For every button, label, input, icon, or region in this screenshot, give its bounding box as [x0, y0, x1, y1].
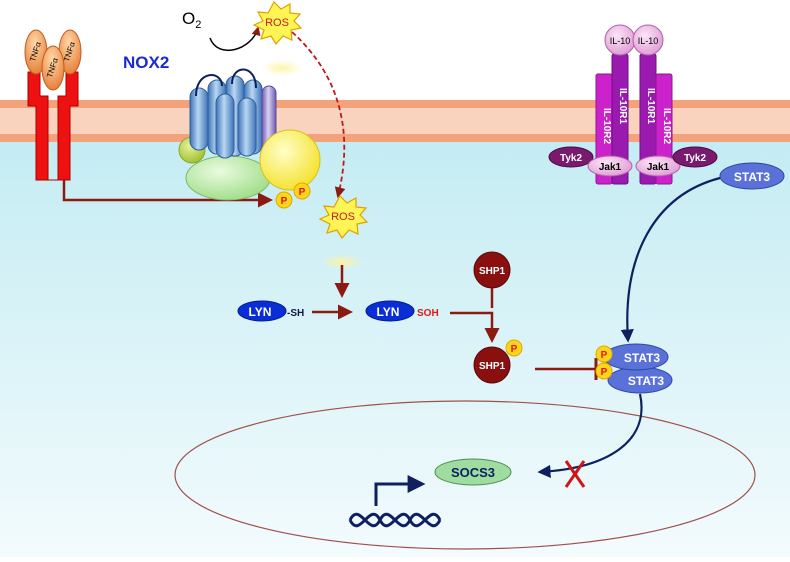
- nox2-subunit-yellow: [259, 129, 321, 191]
- stat3-free: STAT3: [719, 162, 785, 190]
- nox2-subunit-green: [185, 155, 271, 201]
- lyn-label: LYN: [249, 305, 272, 319]
- socs3: SOCS3: [434, 458, 512, 486]
- o2-main: O: [182, 9, 195, 28]
- tnf-receptor-icon: TNFα TNFα TNFα: [24, 29, 82, 181]
- nox2-loop: [231, 68, 257, 89]
- stat3-upper-label: STAT3: [624, 351, 661, 365]
- phospho-badge-nox2-2: P: [293, 182, 311, 200]
- phospho-badge: [505, 339, 523, 357]
- phospho-badge: [595, 362, 613, 380]
- arrow-tnf-to-nox2: [62, 180, 273, 208]
- phospho-label: P: [601, 367, 608, 378]
- phospho-label: P: [281, 196, 288, 207]
- il10-ligand-left: IL-10: [604, 24, 636, 56]
- il10r1-label-right: IL-10R1: [645, 88, 656, 125]
- dashed-arrow-ros-translocation: [291, 31, 346, 199]
- tyk2-left: Tyk2: [548, 146, 594, 168]
- stat3-free-label: STAT3: [734, 170, 771, 184]
- shp1-label: SHP1: [479, 361, 506, 372]
- tyk2-label: Tyk2: [684, 153, 706, 164]
- arrow-stat3-recruitment: [620, 176, 721, 343]
- phospho-label: P: [601, 350, 608, 361]
- tnf-ligand-1: TNFα: [24, 29, 48, 75]
- jak1-right: Jak1: [635, 155, 681, 177]
- il10-ligand-right: IL-10: [632, 24, 664, 56]
- phospho-label: P: [511, 344, 518, 355]
- lyn-label: LYN: [377, 305, 400, 319]
- blocked-x-icon: [564, 460, 586, 488]
- stat3-dimer: STAT3 STAT3 P P: [595, 343, 673, 394]
- phospho-badge-nox2-1: P: [275, 191, 293, 209]
- shp1-phosphorylated: SHP1 P: [473, 339, 523, 384]
- jak1-label: Jak1: [647, 162, 670, 173]
- nox2-label: NOX2: [123, 53, 169, 72]
- arrow-stat3-to-socs3: [537, 393, 643, 478]
- il10r2-label-left: IL-10R2: [601, 108, 612, 145]
- nucleus-icon: [174, 400, 756, 550]
- phospho-label: P: [299, 187, 306, 198]
- il10-receptor-icon: IL-10R2 IL-10R1 IL-10R1 IL-10R2: [595, 53, 673, 185]
- stat3-lower-label: STAT3: [628, 374, 665, 388]
- tnf-ligand-2: TNFα: [58, 29, 82, 75]
- il10-label: IL-10: [610, 36, 631, 46]
- tnf-ligand-3: TNFα: [41, 45, 65, 91]
- lyn-sh-label: -SH: [287, 308, 304, 319]
- o2-subscript: 2: [195, 19, 201, 31]
- jak1-label: Jak1: [599, 162, 622, 173]
- dna-helix-icon: [348, 512, 442, 528]
- ros-label-mid: ROS: [331, 211, 355, 223]
- tyk2-label: Tyk2: [560, 153, 582, 164]
- shp1: SHP1: [473, 251, 511, 289]
- arrow-lyn-to-shp1: [450, 311, 500, 343]
- nox2-helix: [237, 97, 257, 157]
- o2-label: O2: [182, 9, 201, 31]
- nox2-complex-icon: [178, 68, 321, 201]
- ros-glow: [320, 254, 364, 270]
- shp1-label: SHP1: [479, 266, 506, 277]
- tyk2-right: Tyk2: [672, 146, 718, 168]
- ros-glow: [262, 60, 302, 76]
- ros-burst-icon: ROS: [318, 195, 369, 240]
- il10-label: IL-10: [638, 36, 659, 46]
- phospho-badge: [595, 345, 613, 363]
- nox2-helix: [215, 93, 235, 159]
- transcription-arrow-icon: [374, 475, 426, 506]
- ros-label-top: ROS: [265, 17, 289, 29]
- ros-burst-icon: ROS: [252, 1, 303, 46]
- nox2-loop: [195, 74, 223, 97]
- lyn-reduced: LYN -SH: [237, 300, 304, 322]
- il10r2-label-right: IL-10R2: [661, 108, 672, 145]
- nox2-helix: [189, 87, 209, 151]
- socs3-label: SOCS3: [451, 465, 495, 480]
- lyn-soh-label: SOH: [417, 308, 439, 319]
- arrow-o2-to-ros: [209, 26, 261, 52]
- lyn-oxidized: LYN SOH: [365, 300, 439, 322]
- il10r1-label-left: IL-10R1: [617, 88, 628, 125]
- jak1-left: Jak1: [587, 155, 633, 177]
